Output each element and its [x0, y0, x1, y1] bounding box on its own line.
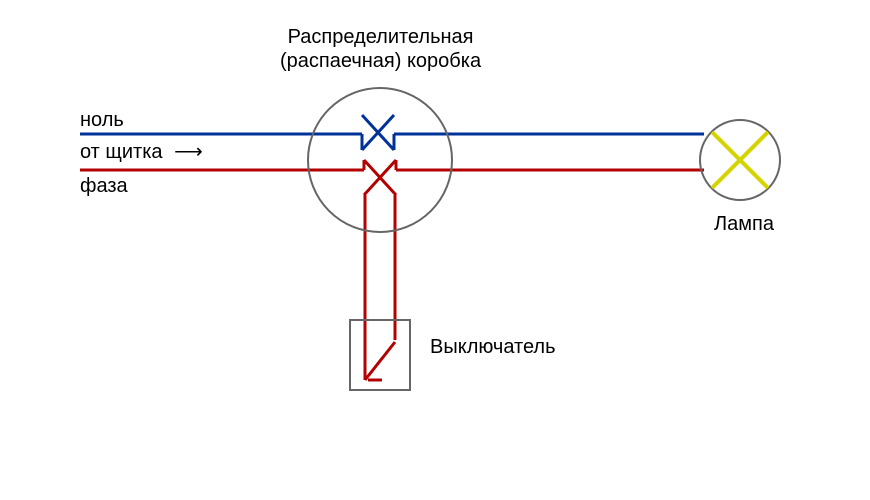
from-panel-text: от щитка	[80, 141, 163, 163]
lamp-text: Лампа	[714, 213, 774, 235]
junction-box-text: Распределительная(распаечная) коробка	[280, 26, 481, 72]
arrow-icon: ⟶	[174, 141, 203, 163]
switch-contact-blade	[365, 342, 395, 380]
label-lamp: Лампа	[714, 212, 774, 236]
label-junction-box: Распределительная(распаечная) коробка	[280, 25, 481, 73]
diagram-svg	[0, 0, 870, 500]
switch-text: Выключатель	[430, 336, 556, 358]
label-neutral: ноль	[80, 108, 124, 132]
label-phase: фаза	[80, 174, 128, 198]
label-from-panel: от щитка ⟶	[80, 140, 203, 164]
wiring-diagram: Распределительная(распаечная) коробка но…	[0, 0, 870, 500]
neutral-text: ноль	[80, 109, 124, 131]
label-switch: Выключатель	[430, 335, 556, 359]
junction-box-icon	[308, 88, 452, 232]
phase-text: фаза	[80, 175, 128, 197]
